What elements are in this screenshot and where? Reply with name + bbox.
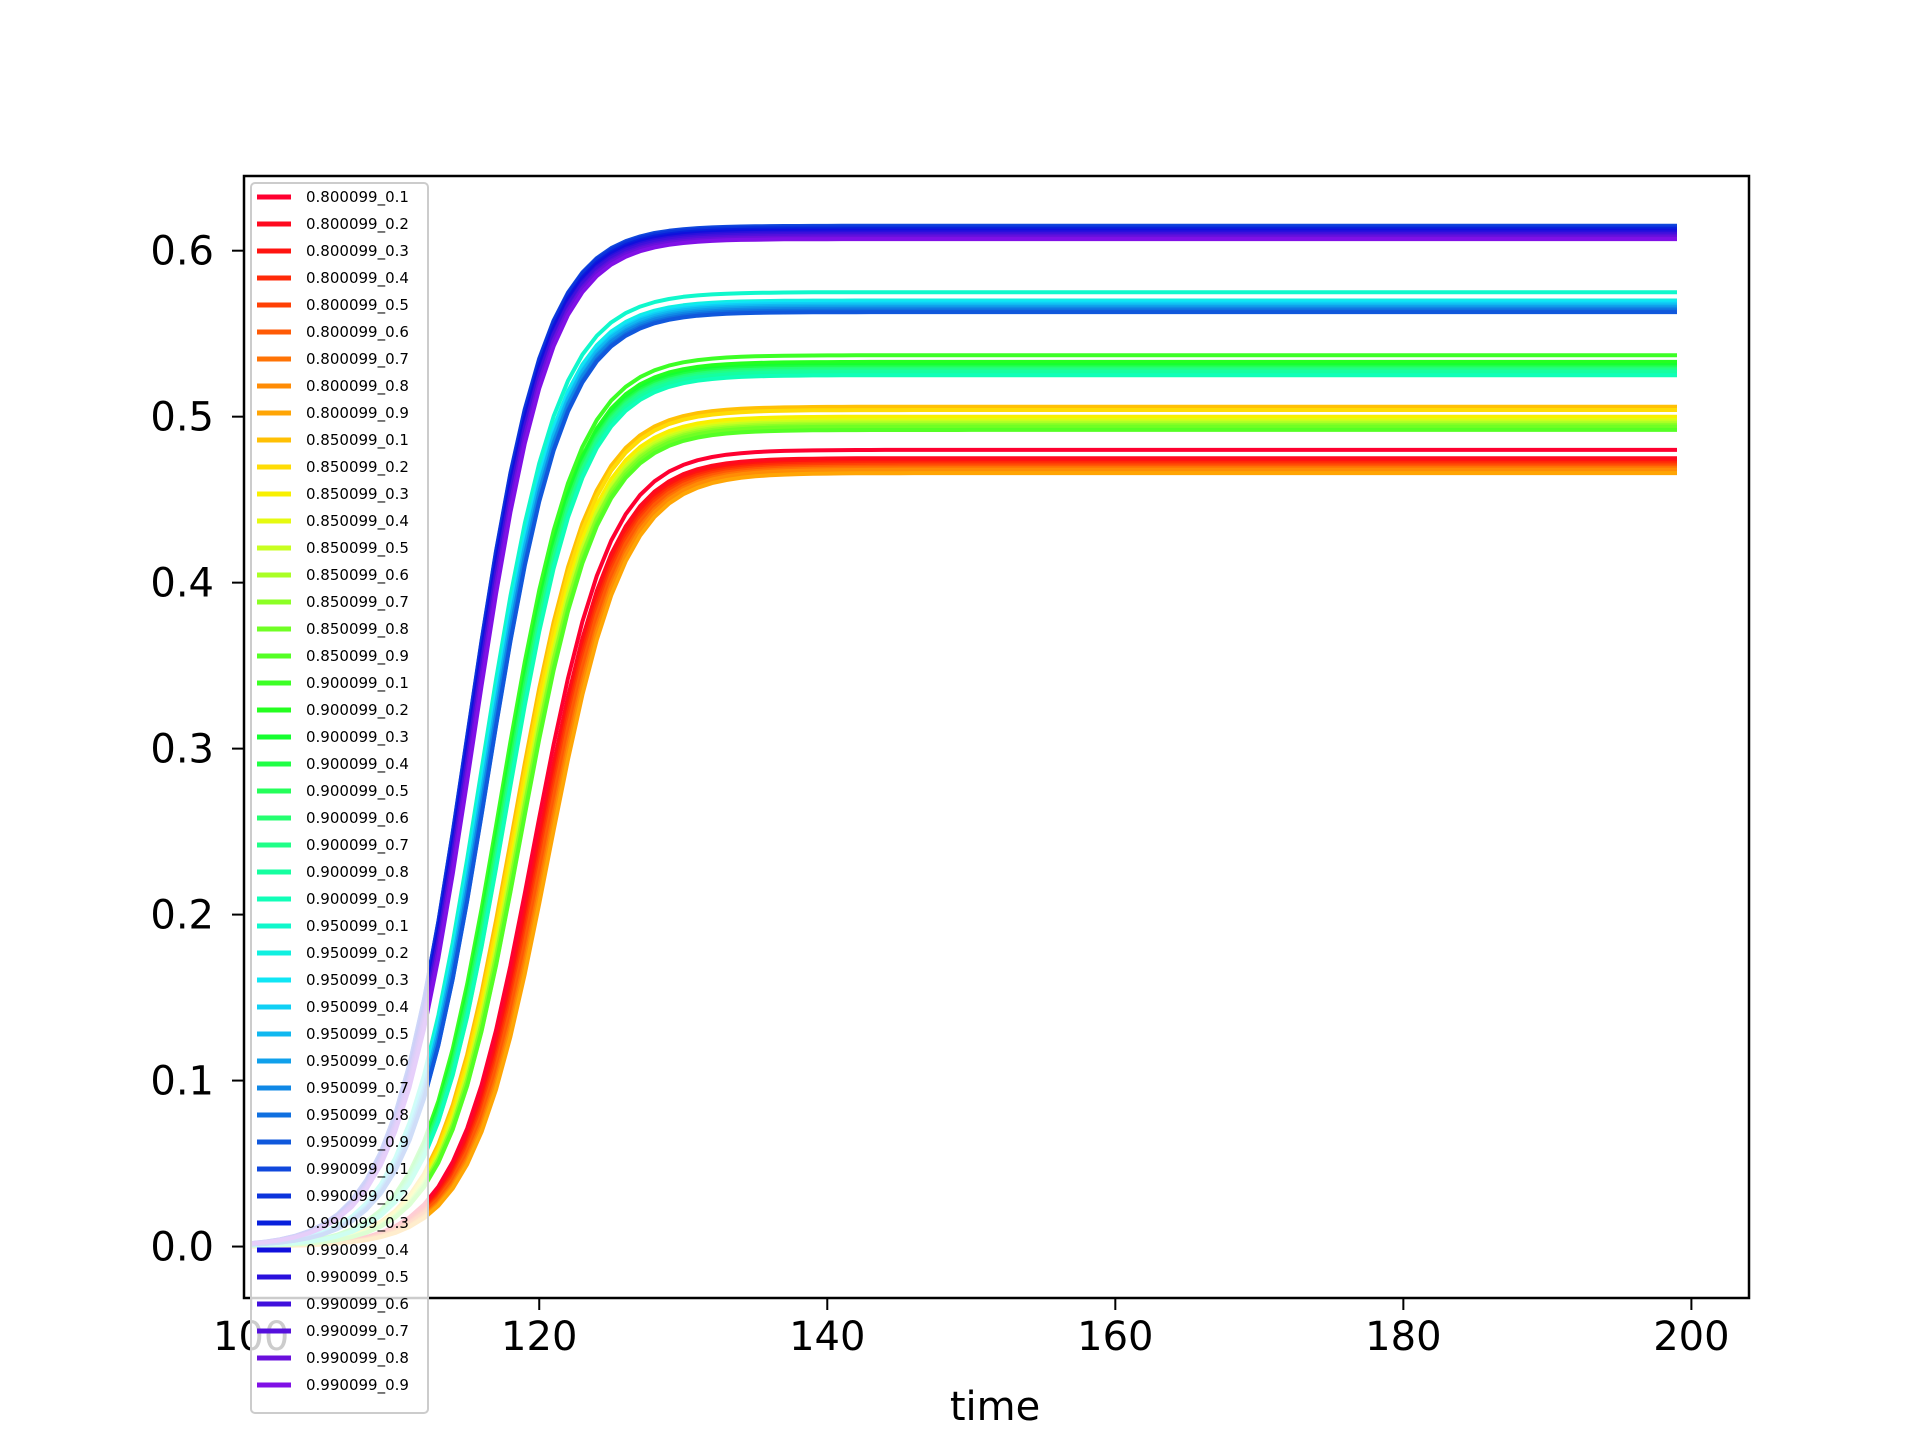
legend-label: 0.990099_0.2	[306, 1187, 409, 1206]
legend-label: 0.850099_0.7	[306, 593, 409, 612]
series-line-10	[251, 404, 1677, 1248]
series-line-18	[251, 427, 1677, 1248]
legend-label: 0.950099_0.7	[306, 1079, 409, 1098]
x-tick-label: 140	[789, 1314, 865, 1360]
legend-label: 0.800099_0.7	[306, 350, 409, 369]
legend-label: 0.900099_0.3	[306, 728, 409, 747]
legend-label: 0.900099_0.8	[306, 863, 409, 882]
x-tick-label: 160	[1077, 1314, 1153, 1360]
y-tick-label: 0.4	[150, 561, 214, 607]
legend-label: 0.990099_0.3	[306, 1214, 409, 1233]
legend-label: 0.990099_0.7	[306, 1322, 409, 1341]
legend-label: 0.850099_0.9	[306, 647, 409, 666]
legend-label: 0.950099_0.5	[306, 1025, 409, 1044]
y-axis-ticks: 0.0 0.1 0.2 0.3 0.4 0.5 0.6	[150, 229, 244, 1271]
x-tick-label: 180	[1365, 1314, 1441, 1360]
legend-label: 0.990099_0.9	[306, 1376, 409, 1395]
legend-label: 0.950099_0.9	[306, 1133, 409, 1152]
legend-label: 0.850099_0.2	[306, 458, 409, 477]
legend-label: 0.990099_0.4	[306, 1241, 409, 1260]
series-line-13	[251, 418, 1677, 1248]
legend-label: 0.850099_0.8	[306, 620, 409, 639]
legend-box	[250, 182, 429, 1414]
legend-label: 0.900099_0.5	[306, 782, 409, 801]
legend: 0.800099_0.1 0.800099_0.2 0.800099_0.3 0.80…	[250, 182, 429, 1414]
legend-label: 0.800099_0.4	[306, 269, 409, 288]
legend-label: 0.800099_0.2	[306, 215, 409, 234]
series-line-12	[251, 414, 1677, 1248]
legend-label: 0.800099_0.3	[306, 242, 409, 261]
series-line-27	[251, 373, 1677, 1248]
y-tick-label: 0.3	[150, 727, 214, 773]
series-line-15	[251, 421, 1677, 1248]
legend-label: 0.850099_0.5	[306, 539, 409, 558]
series-line-26	[251, 369, 1677, 1248]
x-tick-label: 200	[1653, 1314, 1729, 1360]
y-tick-label: 0.2	[150, 893, 214, 939]
legend-label: 0.900099_0.2	[306, 701, 409, 720]
legend-label: 0.950099_0.6	[306, 1052, 409, 1071]
series-lines	[250, 223, 1677, 1249]
legend-label: 0.850099_0.1	[306, 431, 409, 450]
series-line-36	[251, 310, 1677, 1247]
legend-label: 0.950099_0.2	[306, 944, 409, 963]
legend-label: 0.990099_0.5	[306, 1268, 409, 1287]
series-line-2	[251, 456, 1677, 1249]
series-line-25	[251, 368, 1677, 1248]
legend-label: 0.900099_0.9	[306, 890, 409, 909]
legend-label: 0.900099_0.6	[306, 809, 409, 828]
y-tick-label: 0.6	[150, 229, 214, 275]
series-line-28	[251, 290, 1677, 1247]
series-line-16	[251, 423, 1677, 1248]
legend-label: 0.950099_0.4	[306, 998, 409, 1017]
legend-label: 0.900099_0.1	[306, 674, 409, 693]
x-axis-ticks: 100120140160180200	[213, 1298, 1730, 1360]
series-line-1	[251, 447, 1677, 1249]
legend-label: 0.900099_0.4	[306, 755, 409, 774]
x-axis-title: time	[950, 1384, 1040, 1430]
y-tick-label: 0.1	[150, 1059, 214, 1105]
series-line-45	[251, 237, 1677, 1246]
series-line-14	[251, 419, 1677, 1248]
x-tick-label: 120	[501, 1314, 577, 1360]
y-tick-label: 0.0	[150, 1225, 214, 1271]
legend-label: 0.850099_0.4	[306, 512, 409, 531]
legend-label: 0.990099_0.8	[306, 1349, 409, 1368]
series-line-17	[251, 424, 1677, 1248]
legend-label: 0.950099_0.8	[306, 1106, 409, 1125]
legend-label: 0.850099_0.6	[306, 566, 409, 585]
series-line-11	[251, 408, 1677, 1248]
legend-label: 0.800099_0.1	[306, 188, 409, 207]
legend-label: 0.950099_0.3	[306, 971, 409, 990]
legend-label: 0.800099_0.9	[306, 404, 409, 423]
plot-frame	[242, 174, 1751, 1300]
legend-label: 0.850099_0.3	[306, 485, 409, 504]
series-line-9	[251, 471, 1677, 1249]
y-tick-label: 0.5	[150, 395, 214, 441]
legend-label: 0.990099_0.1	[306, 1160, 409, 1179]
legend-label: 0.800099_0.8	[306, 377, 409, 396]
legend-label: 0.800099_0.6	[306, 323, 409, 342]
legend-label: 0.950099_0.1	[306, 917, 409, 936]
legend-label: 0.900099_0.7	[306, 836, 409, 855]
legend-label: 0.800099_0.5	[306, 296, 409, 315]
legend-label: 0.990099_0.6	[306, 1295, 409, 1314]
